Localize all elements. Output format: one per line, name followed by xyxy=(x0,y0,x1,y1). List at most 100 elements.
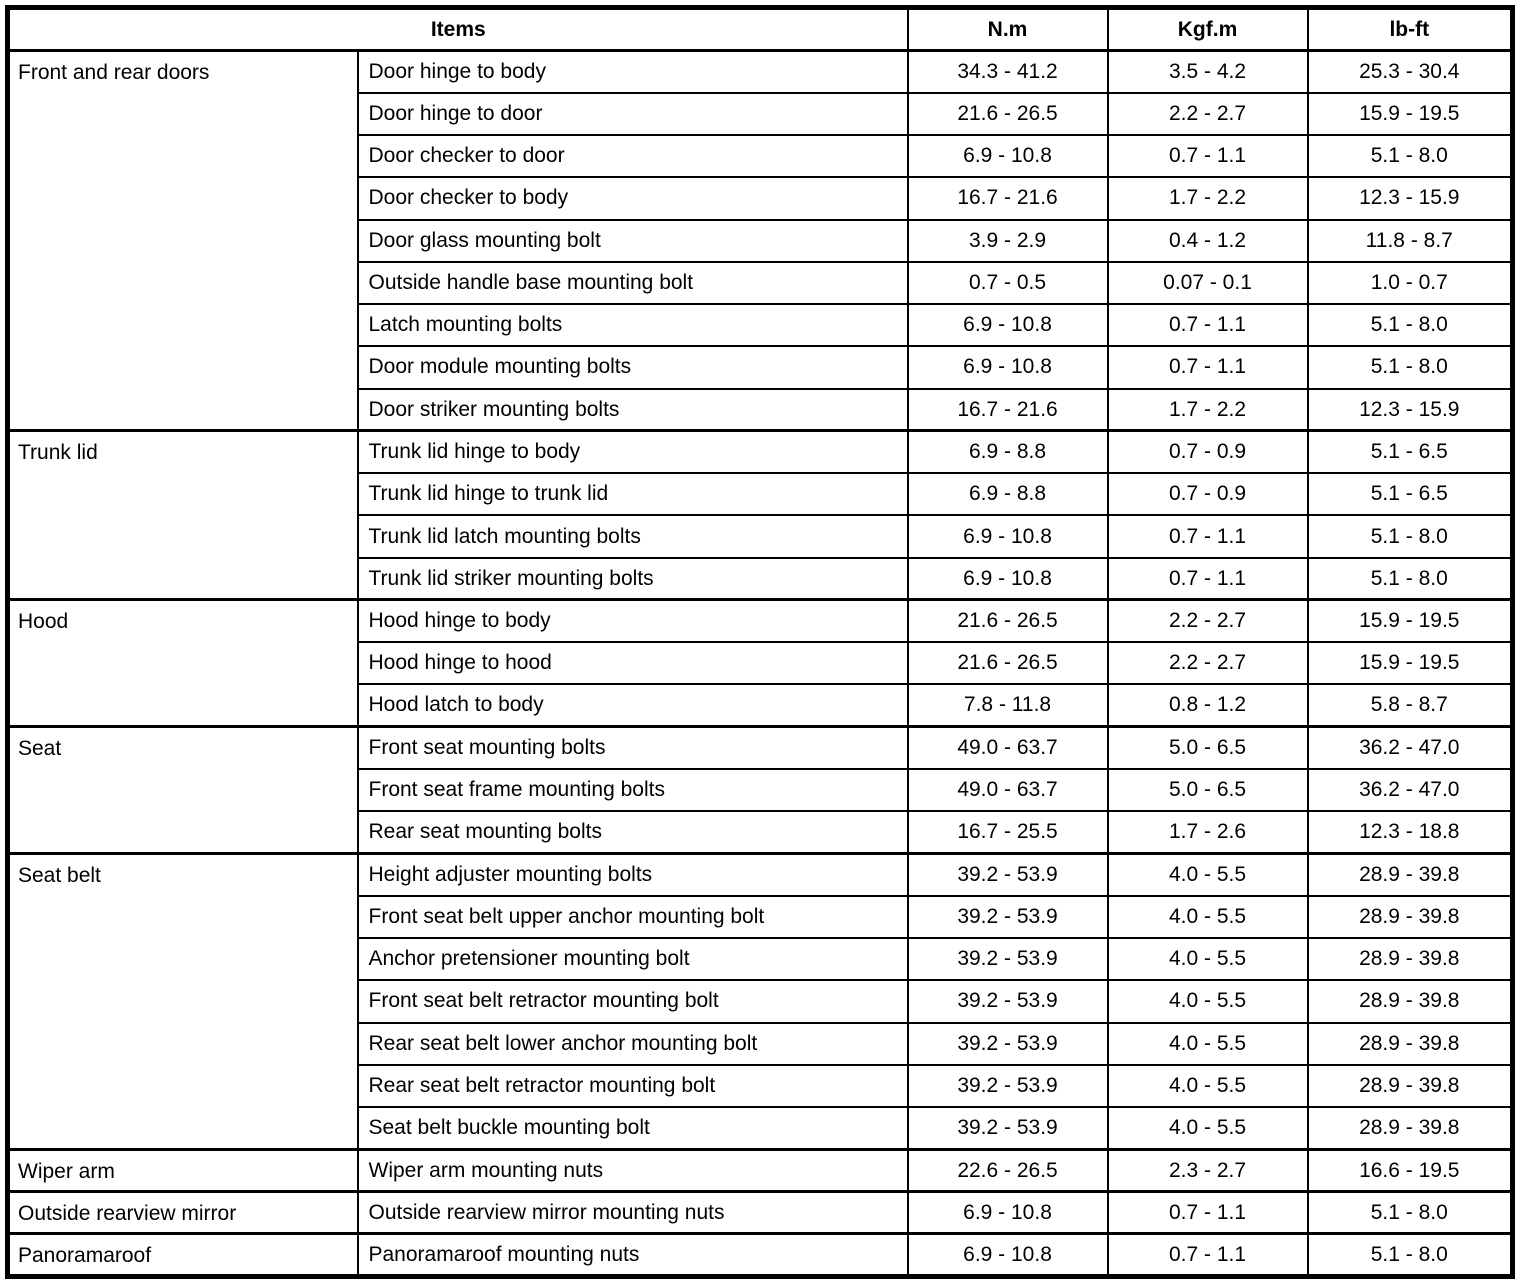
lbft-value: 5.1 - 6.5 xyxy=(1306,429,1514,475)
nm-value: 16.7 - 25.5 xyxy=(906,810,1109,855)
table-row: Outside rearview mirror Outside rearview … xyxy=(6,1190,1514,1235)
table-row: Seat belt Height adjuster mounting bolts 3… xyxy=(6,852,1514,1151)
nm-value: 0.7 - 0.5 xyxy=(906,260,1109,306)
table-row: Panoramaroof Panoramaroof mounting nuts 6.… xyxy=(6,1232,1514,1278)
item-label: Door glass mounting bolt xyxy=(356,218,909,263)
group-label: Wiper arm xyxy=(6,1147,359,1193)
lbft-value: 36.2 - 47.0 xyxy=(1306,768,1514,813)
nm-value: 6.9 - 8.8 xyxy=(906,429,1109,475)
lbft-value: 15.9 - 19.5 xyxy=(1306,91,1514,137)
kgfm-value: 1.7 - 2.2 xyxy=(1106,387,1309,432)
kgfm-value: 1.7 - 2.6 xyxy=(1106,810,1309,855)
item-label: Door hinge to door xyxy=(356,91,909,137)
kgfm-value: 0.7 - 1.1 xyxy=(1106,345,1309,390)
item-label: Latch mounting bolts xyxy=(356,303,909,348)
nm-value: 39.2 - 53.9 xyxy=(906,1106,1109,1151)
item-label: Door striker mounting bolts xyxy=(356,387,909,432)
nm-value: 6.9 - 10.8 xyxy=(906,556,1109,601)
table-row: Trunk lid striker mounting bolts 6.9 - 10… xyxy=(8,556,1514,601)
group-label: Panoramaroof xyxy=(6,1232,359,1278)
kgfm-value: 2.2 - 2.7 xyxy=(1106,598,1309,644)
kgfm-value: 0.7 - 1.1 xyxy=(1106,556,1309,601)
lbft-value: 12.3 - 15.9 xyxy=(1306,176,1514,221)
kgfm-value: 0.07 - 0.1 xyxy=(1106,260,1309,306)
lbft-value: 28.9 - 39.8 xyxy=(1306,1063,1514,1109)
lbft-value: 15.9 - 19.5 xyxy=(1306,641,1514,686)
kgfm-value: 4.0 - 5.5 xyxy=(1106,1063,1309,1109)
kgfm-value: 4.0 - 5.5 xyxy=(1106,979,1309,1024)
lbft-value: 28.9 - 39.8 xyxy=(1306,979,1514,1024)
kgfm-value: 2.2 - 2.7 xyxy=(1106,91,1309,137)
nm-value: 34.3 - 41.2 xyxy=(906,48,1109,94)
table-row: Front seat frame mounting bolts 49.0 - 63… xyxy=(8,768,1514,813)
lbft-value: 5.1 - 8.0 xyxy=(1306,514,1514,559)
lbft-value: 28.9 - 39.8 xyxy=(1306,937,1514,982)
table-row: Latch mounting bolts 6.9 - 10.8 0.7 - 1.1 5… xyxy=(8,303,1514,348)
nm-value: 49.0 - 63.7 xyxy=(906,725,1109,771)
table-row: Front seat belt upper anchor mounting bo… xyxy=(8,894,1514,940)
header-kgfm: Kgf.m xyxy=(1106,6,1309,52)
item-label: Panoramaroof mounting nuts xyxy=(356,1232,909,1278)
nm-value: 39.2 - 53.9 xyxy=(906,1063,1109,1109)
item-label: Trunk lid latch mounting bolts xyxy=(356,514,909,559)
kgfm-value: 5.0 - 6.5 xyxy=(1106,725,1309,771)
lbft-value: 5.1 - 8.0 xyxy=(1306,345,1514,390)
table-header: Items N.m Kgf.m lb-ft xyxy=(6,6,1514,52)
table-row: Wiper arm Wiper arm mounting nuts 22.6 - 2… xyxy=(6,1147,1514,1193)
kgfm-value: 4.0 - 5.5 xyxy=(1106,894,1309,940)
group-label: Trunk lid xyxy=(6,429,359,601)
lbft-value: 11.8 - 8.7 xyxy=(1306,218,1514,263)
table-row: Rear seat mounting bolts 16.7 - 25.5 1.7 -… xyxy=(8,810,1514,855)
lbft-value: 5.1 - 8.0 xyxy=(1306,1190,1514,1235)
kgfm-value: 1.7 - 2.2 xyxy=(1106,176,1309,221)
kgfm-value: 2.3 - 2.7 xyxy=(1106,1147,1309,1193)
kgfm-value: 4.0 - 5.5 xyxy=(1106,937,1309,982)
lbft-value: 5.1 - 8.0 xyxy=(1306,303,1514,348)
group-label: Front and rear doors xyxy=(6,48,359,432)
table-row: Hood hinge to hood 21.6 - 26.5 2.2 - 2.7 15… xyxy=(8,641,1514,686)
item-label: Front seat mounting bolts xyxy=(356,725,909,771)
nm-value: 6.9 - 8.8 xyxy=(906,472,1109,517)
item-label: Seat belt buckle mounting bolt xyxy=(356,1106,909,1151)
lbft-value: 5.1 - 8.0 xyxy=(1306,134,1514,179)
nm-value: 39.2 - 53.9 xyxy=(906,1021,1109,1066)
lbft-value: 5.1 - 6.5 xyxy=(1306,472,1514,517)
lbft-value: 1.0 - 0.7 xyxy=(1306,260,1514,306)
lbft-value: 5.1 - 8.0 xyxy=(1306,556,1514,601)
lbft-value: 16.6 - 19.5 xyxy=(1306,1147,1514,1193)
table-row: Front seat belt retractor mounting bolt 3… xyxy=(8,979,1514,1024)
lbft-value: 28.9 - 39.8 xyxy=(1306,1106,1514,1151)
lbft-value: 36.2 - 47.0 xyxy=(1306,725,1514,771)
item-label: Trunk lid hinge to body xyxy=(356,429,909,475)
item-label: Door module mounting bolts xyxy=(356,345,909,390)
table-row: Door glass mounting bolt 3.9 - 2.9 0.4 - 1… xyxy=(8,218,1514,263)
header-items: Items xyxy=(6,6,909,52)
nm-value: 21.6 - 26.5 xyxy=(906,641,1109,686)
kgfm-value: 0.7 - 0.9 xyxy=(1106,472,1309,517)
item-label: Height adjuster mounting bolts xyxy=(356,852,909,897)
item-label: Hood hinge to body xyxy=(356,598,909,644)
nm-value: 16.7 - 21.6 xyxy=(906,176,1109,221)
table-row: Seat belt buckle mounting bolt 39.2 - 53.… xyxy=(8,1106,1514,1151)
item-label: Outside rearview mirror mounting nuts xyxy=(356,1190,909,1235)
kgfm-value: 0.7 - 1.1 xyxy=(1106,1232,1309,1278)
nm-value: 6.9 - 10.8 xyxy=(906,134,1109,179)
table-row: Door checker to door 6.9 - 10.8 0.7 - 1.1 5… xyxy=(8,134,1514,179)
torque-spec-table: Items N.m Kgf.m lb-ft Front and rear doo… xyxy=(5,5,1516,1279)
nm-value: 6.9 - 10.8 xyxy=(906,1232,1109,1278)
item-label: Trunk lid hinge to trunk lid xyxy=(356,472,909,517)
nm-value: 21.6 - 26.5 xyxy=(906,91,1109,137)
table-row: Door striker mounting bolts 16.7 - 21.6 1.… xyxy=(8,387,1514,432)
item-label: Front seat belt upper anchor mounting bo… xyxy=(356,894,909,940)
kgfm-value: 0.7 - 1.1 xyxy=(1106,1190,1309,1235)
table-row: Hood Hood hinge to body 21.6 - 26.5 2.2 - 2… xyxy=(6,598,1514,728)
table-row: Rear seat belt retractor mounting bolt 39… xyxy=(8,1063,1514,1109)
group-label: Seat belt xyxy=(6,852,359,1151)
table-row: Anchor pretensioner mounting bolt 39.2 - … xyxy=(8,937,1514,982)
kgfm-value: 4.0 - 5.5 xyxy=(1106,1021,1309,1066)
item-label: Outside handle base mounting bolt xyxy=(356,260,909,306)
kgfm-value: 0.7 - 1.1 xyxy=(1106,303,1309,348)
item-label: Front seat belt retractor mounting bolt xyxy=(356,979,909,1024)
item-label: Trunk lid striker mounting bolts xyxy=(356,556,909,601)
nm-value: 39.2 - 53.9 xyxy=(906,979,1109,1024)
